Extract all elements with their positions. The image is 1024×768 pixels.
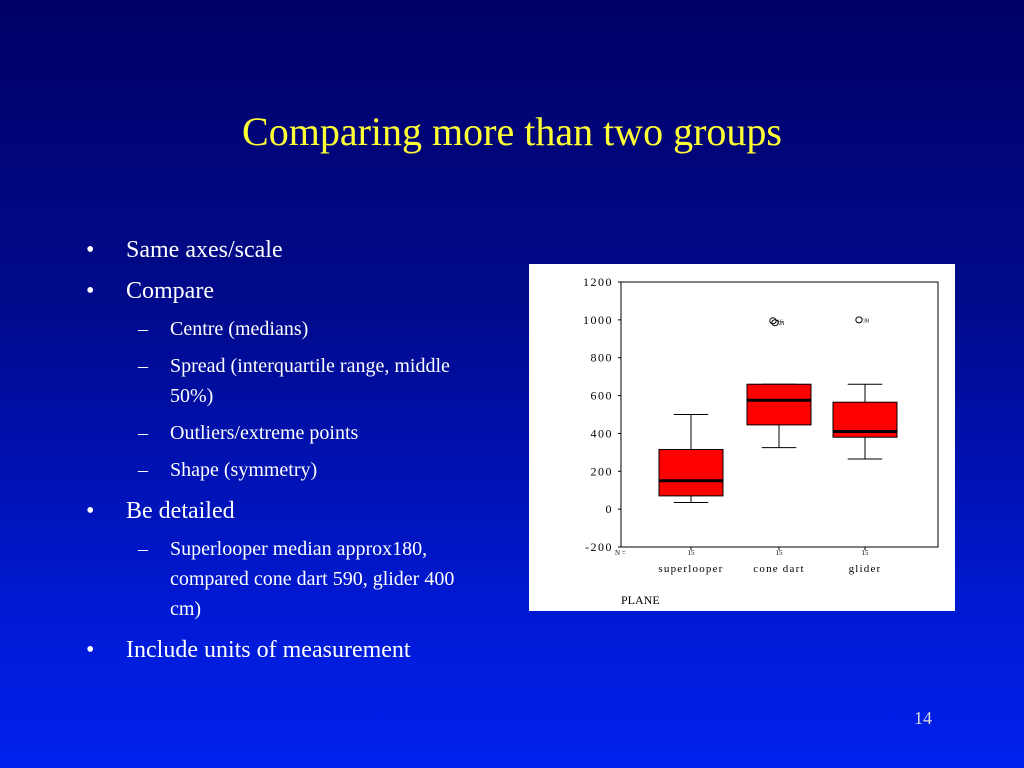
n-count: 15 (776, 549, 784, 557)
sub-bullet-marker: – (138, 355, 148, 377)
x-category-label: superlooper (658, 563, 723, 575)
outlier-point (771, 319, 779, 327)
sub-bullet-item: – Outliers/extreme points (126, 418, 486, 448)
n-count: 15 (862, 549, 870, 557)
y-tick-label: -200 (585, 540, 613, 554)
y-tick-label: 1200 (583, 275, 613, 289)
box-cone-dart (746, 383, 812, 426)
bullet-marker: • (86, 498, 95, 524)
outlier-label: 16 (777, 319, 783, 325)
y-tick-label: 200 (591, 464, 614, 478)
bullet-item: • Same axes/scale (86, 236, 486, 265)
boxplot-svg: -200 0 200 400 600 800 1000 1200 N = 15 superloope… (583, 275, 939, 607)
sub-bullet-marker: – (138, 422, 148, 444)
x-axis-title: PLANE (621, 593, 660, 607)
bullet-text: Compare (126, 278, 214, 304)
bullet-text: Include units of measurement (126, 637, 411, 663)
sub-bullet-text: Outliers/extreme points (170, 422, 359, 444)
slide-title: Comparing more than two groups (242, 109, 782, 154)
y-tick-label: 600 (591, 389, 614, 403)
bullet-item: • Be detailed – Superlooper median approx18… (86, 497, 486, 624)
page-number: 14 (914, 708, 932, 728)
y-tick-label: 0 (606, 502, 614, 516)
sub-bullet-marker: – (138, 459, 148, 481)
n-count: 15 (688, 549, 696, 557)
bullet-list: • Same axes/scale • Compare – Centre (medians… (86, 236, 486, 677)
bullet-text: Be detailed (126, 498, 235, 524)
sub-bullet-text: Spread (interquartile range, middle 50%) (170, 355, 450, 407)
outlier-label: 21 (779, 321, 785, 327)
bullet-text: Same axes/scale (126, 237, 283, 263)
sub-bullet-list: – Superlooper median approx180, compared … (126, 534, 486, 624)
box-superlooper (658, 449, 724, 497)
sub-bullet-marker: – (138, 538, 148, 560)
x-category-label: glider (849, 563, 882, 575)
bullet-marker: • (86, 278, 95, 304)
sub-bullet-text: Centre (medians) (170, 318, 309, 340)
y-tick-label: 800 (591, 351, 614, 365)
sub-bullet-item: – Superlooper median approx180, compared … (126, 534, 486, 624)
bullet-marker: • (86, 237, 95, 263)
outlier-point (855, 316, 863, 324)
bullet-item: • Include units of measurement (86, 636, 486, 665)
y-tick-label: 400 (591, 426, 614, 440)
sub-bullet-item: – Shape (symmetry) (126, 455, 486, 485)
boxplot-chart: -200 0 200 400 600 800 1000 1200 N = 15 superloope… (529, 264, 955, 611)
y-tick-label: 1000 (583, 313, 613, 327)
bullet-item: • Compare – Centre (medians) – Spread (interq… (86, 277, 486, 485)
sub-bullet-text: Shape (symmetry) (170, 459, 318, 481)
bullet-marker: • (86, 637, 95, 663)
outlier-label: 38 (863, 318, 869, 324)
sub-bullet-item: – Spread (interquartile range, middle 50%… (126, 351, 486, 411)
n-label: N = (615, 549, 626, 557)
sub-bullet-marker: – (138, 318, 148, 340)
outlier-point (769, 317, 777, 325)
sub-bullet-item: – Centre (medians) (126, 314, 486, 344)
sub-bullet-list: – Centre (medians) – Spread (interquartile … (126, 314, 486, 485)
sub-bullet-text: Superlooper median approx180, compared c… (170, 538, 455, 620)
x-category-label: cone dart (753, 563, 804, 575)
